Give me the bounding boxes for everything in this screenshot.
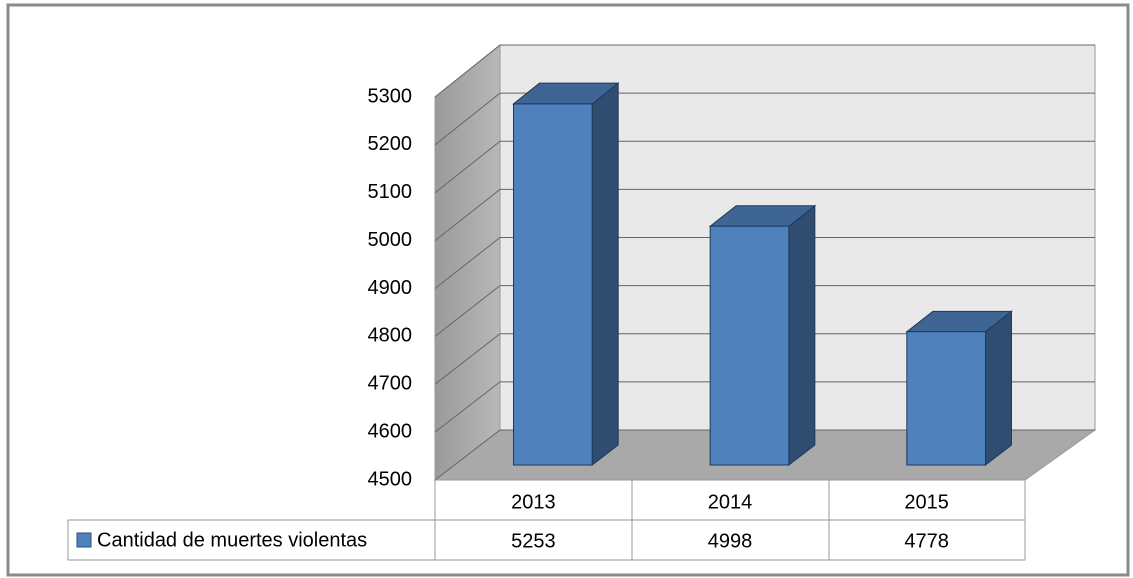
grid-line	[434, 188, 501, 242]
legend-label: Cantidad de muertes violentas	[97, 529, 367, 551]
grid-line	[434, 237, 501, 289]
y-tick-label: 5300	[368, 85, 413, 107]
y-tick-label: 4500	[368, 468, 413, 490]
table-value: 4778	[904, 530, 949, 552]
grid-line	[434, 92, 501, 146]
y-tick-label: 4900	[368, 277, 413, 299]
legend-swatch	[76, 532, 92, 548]
table-value-row	[67, 519, 1026, 561]
table-value: 4998	[708, 530, 753, 552]
x-tick-label: 2015	[904, 491, 949, 513]
data-table: Cantidad de muertes violentas 2013 5253 20…	[67, 479, 1026, 561]
grid-line	[434, 44, 501, 98]
bar	[906, 331, 986, 466]
grid-line	[434, 140, 501, 194]
x-tick-label: 2013	[511, 491, 556, 513]
grid-line	[434, 381, 501, 433]
table-header-row	[434, 479, 1026, 521]
x-tick-label: 2014	[708, 491, 753, 513]
bar-side	[788, 204, 816, 467]
bars	[512, 82, 1013, 467]
y-tick-label: 5000	[368, 229, 413, 251]
y-tick-label: 4700	[368, 373, 413, 395]
grid-line	[434, 333, 501, 385]
grid-line	[434, 285, 501, 337]
bar-side	[985, 310, 1012, 467]
y-tick-label: 5100	[368, 181, 413, 203]
y-tick-label: 5200	[368, 133, 413, 155]
grid-line	[434, 429, 501, 481]
bar	[709, 225, 790, 466]
y-tick-label: 4600	[368, 420, 413, 442]
table-value: 5253	[511, 530, 556, 552]
bar-side	[591, 82, 619, 467]
y-tick-label: 4800	[368, 325, 413, 347]
bar	[513, 103, 593, 466]
